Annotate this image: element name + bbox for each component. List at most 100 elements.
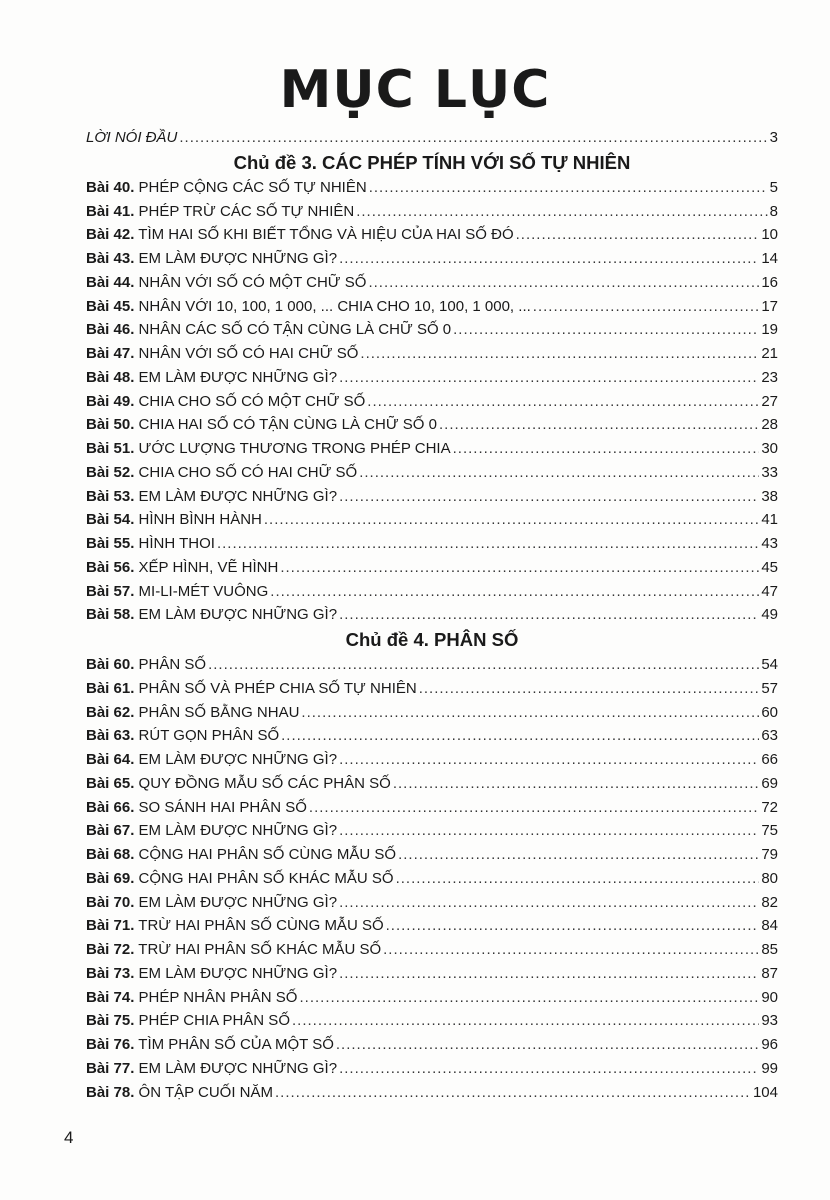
- toc-entry[interactable]: Bài 52. CHIA CHO SỐ CÓ HAI CHỮ SỐ 33: [86, 461, 778, 485]
- toc-entry[interactable]: Bài 54. HÌNH BÌNH HÀNH 41: [86, 508, 778, 532]
- entry-page: 17: [761, 297, 778, 315]
- dot-leader: [516, 223, 760, 247]
- dot-leader: [339, 962, 759, 986]
- toc-entry[interactable]: Bài 57. MI-LI-MÉT VUÔNG 47: [86, 580, 778, 604]
- toc-entry[interactable]: Bài 48. EM LÀM ĐƯỢC NHỮNG GÌ? 23: [86, 366, 778, 390]
- lesson-number: Bài 76.: [86, 1036, 135, 1053]
- entry-page: 41: [761, 511, 778, 529]
- toc-entry[interactable]: Bài 42. TÌM HAI SỐ KHI BIẾT TỔNG VÀ HIỆU…: [86, 223, 778, 247]
- lesson-number: Bài 40.: [86, 178, 135, 196]
- toc-entry[interactable]: Bài 51. ƯỚC LƯỢNG THƯƠNG TRONG PHÉP CHIA…: [86, 437, 778, 461]
- dot-leader: [396, 867, 760, 891]
- toc-entry[interactable]: Bài 45. NHÂN VỚI 10, 100, 1 000, ... CHI…: [86, 295, 778, 319]
- toc-entry[interactable]: Bài 55. HÌNH THOI 43: [86, 532, 778, 556]
- entry-page: 33: [761, 463, 778, 481]
- entry-label: ƯỚC LƯỢNG THƯƠNG TRONG PHÉP CHIA: [138, 440, 451, 457]
- toc-entry[interactable]: Bài 75. PHÉP CHIA PHÂN SỐ 93: [86, 1009, 778, 1033]
- entry-page: 47: [761, 582, 778, 600]
- entry-page: 69: [761, 774, 778, 792]
- entry-page: 72: [761, 798, 778, 816]
- entry-page: 38: [761, 487, 778, 505]
- toc-entry[interactable]: Bài 47. NHÂN VỚI SỐ CÓ HAI CHỮ SỐ 21: [86, 342, 778, 366]
- toc-entry[interactable]: Bài 72. TRỪ HAI PHÂN SỐ KHÁC MẪU SỐ 85: [86, 938, 778, 962]
- toc-entry[interactable]: Bài 63. RÚT GỌN PHÂN SỐ 63: [86, 724, 778, 748]
- toc-entry[interactable]: Bài 71. TRỪ HAI PHÂN SỐ CÙNG MẪU SỐ 84: [86, 914, 778, 938]
- dot-leader: [339, 891, 759, 915]
- lesson-number: Bài 49.: [86, 392, 135, 410]
- toc-entry[interactable]: Bài 77. EM LÀM ĐƯỢC NHỮNG GÌ? 99: [86, 1057, 778, 1081]
- lesson-number: Bài 60.: [86, 656, 135, 673]
- lesson-number: Bài 72.: [86, 941, 135, 958]
- dot-leader: [356, 200, 767, 224]
- dot-leader: [359, 461, 759, 485]
- toc-entry[interactable]: Bài 62. PHÂN SỐ BẰNG NHAU 60: [86, 701, 778, 725]
- toc-entry[interactable]: Bài 65. QUY ĐỒNG MẪU SỐ CÁC PHÂN SỐ 69: [86, 772, 778, 796]
- toc-entry[interactable]: Bài 76. TÌM PHÂN SỐ CỦA MỘT SỐ 96: [86, 1033, 778, 1057]
- toc-entry[interactable]: Bài 70. EM LÀM ĐƯỢC NHỮNG GÌ? 82: [86, 891, 778, 915]
- toc-entry[interactable]: Bài 41. PHÉP TRỪ CÁC SỐ TỰ NHIÊN 8: [86, 200, 778, 224]
- toc-entry[interactable]: Bài 74. PHÉP NHÂN PHÂN SỐ 90: [86, 986, 778, 1010]
- toc-entry[interactable]: Bài 46. NHÂN CÁC SỐ CÓ TẬN CÙNG LÀ CHỮ S…: [86, 318, 778, 342]
- toc-entry[interactable]: Bài 40. PHÉP CỘNG CÁC SỐ TỰ NHIÊN 5: [86, 176, 778, 200]
- entry-label: HÌNH BÌNH HÀNH: [138, 511, 262, 529]
- toc-entry[interactable]: Bài 73. EM LÀM ĐƯỢC NHỮNG GÌ? 87: [86, 962, 778, 986]
- toc-entry[interactable]: Bài 43. EM LÀM ĐƯỢC NHỮNG GÌ? 14: [86, 247, 778, 271]
- dot-leader: [280, 556, 759, 580]
- dot-leader: [339, 819, 759, 843]
- toc-entry[interactable]: Bài 56. XẾP HÌNH, VẼ HÌNH 45: [86, 556, 778, 580]
- lesson-number: Bài 55.: [86, 535, 135, 552]
- entry-label: CỘNG HAI PHÂN SỐ KHÁC MẪU SỐ: [138, 869, 394, 887]
- entry-page: 75: [761, 822, 778, 840]
- entry-label: TRỪ HAI PHÂN SỐ CÙNG MẪU SỐ: [138, 917, 384, 935]
- entry-page: 96: [761, 1036, 778, 1053]
- dot-leader: [264, 508, 759, 532]
- toc-entry[interactable]: Bài 61. PHÂN SỐ VÀ PHÉP CHIA SỐ TỰ NHIÊN…: [86, 677, 778, 701]
- entry-page: 43: [761, 535, 778, 552]
- toc-entry[interactable]: Bài 53. EM LÀM ĐƯỢC NHỮNG GÌ? 38: [86, 485, 778, 509]
- entry-page: 63: [761, 727, 778, 745]
- toc-entry-preface[interactable]: LỜI NÓI ĐẦU 3: [86, 126, 778, 150]
- lesson-number: Bài 47.: [86, 345, 135, 362]
- toc-entry[interactable]: Bài 69. CỘNG HAI PHÂN SỐ KHÁC MẪU SỐ 80: [86, 867, 778, 891]
- dot-leader: [339, 748, 759, 772]
- dot-leader: [453, 437, 760, 461]
- entry-page: 8: [769, 202, 778, 220]
- dot-leader: [360, 342, 759, 366]
- table-of-contents: LỜI NÓI ĐẦU 3 Chủ đề 3. CÁC PHÉP TÍNH VỚ…: [86, 126, 778, 1104]
- toc-entry[interactable]: Bài 64. EM LÀM ĐƯỢC NHỮNG GÌ? 66: [86, 748, 778, 772]
- dot-leader: [179, 126, 767, 150]
- toc-entry[interactable]: Bài 49. CHIA CHO SỐ CÓ MỘT CHỮ SỐ 27: [86, 390, 778, 414]
- section-heading: Chủ đề 3. CÁC PHÉP TÍNH VỚI SỐ TỰ NHIÊN: [233, 151, 631, 173]
- toc-entry[interactable]: Bài 67. EM LÀM ĐƯỢC NHỮNG GÌ? 75: [86, 819, 778, 843]
- dot-leader: [383, 938, 759, 962]
- toc-entry[interactable]: Bài 44. NHÂN VỚI SỐ CÓ MỘT CHỮ SỐ 16: [86, 271, 778, 295]
- entry-page: 79: [761, 846, 778, 863]
- entry-page: 99: [761, 1059, 778, 1077]
- entry-label: EM LÀM ĐƯỢC NHỮNG GÌ?: [138, 250, 338, 267]
- dot-leader: [386, 914, 760, 938]
- entry-page: 27: [761, 392, 778, 410]
- toc-entry[interactable]: Bài 78. ÔN TẬP CUỐI NĂM 104: [86, 1081, 778, 1105]
- entry-page: 28: [761, 416, 778, 434]
- dot-leader: [339, 247, 759, 271]
- entry-label: NHÂN VỚI SỐ CÓ HAI CHỮ SỐ: [138, 345, 359, 362]
- toc-entry[interactable]: Bài 66. SO SÁNH HAI PHÂN SỐ 72: [86, 796, 778, 820]
- lesson-number: Bài 57.: [86, 582, 135, 600]
- toc-entry[interactable]: Bài 58. EM LÀM ĐƯỢC NHỮNG GÌ? 49: [86, 603, 778, 627]
- dot-leader: [453, 318, 759, 342]
- lesson-number: Bài 68.: [86, 846, 135, 863]
- dot-leader: [292, 1009, 759, 1033]
- entry-page: 23: [761, 368, 778, 386]
- entry-label: ÔN TẬP CUỐI NĂM: [138, 1083, 274, 1101]
- dot-leader: [339, 485, 759, 509]
- entry-label: TRỪ HAI PHÂN SỐ KHÁC MẪU SỐ: [138, 941, 382, 958]
- dot-leader: [270, 580, 759, 604]
- toc-entry[interactable]: Bài 60. PHÂN SỐ 54: [86, 653, 778, 677]
- lesson-number: Bài 45.: [86, 297, 135, 315]
- lesson-number: Bài 52.: [86, 463, 135, 481]
- entry-label: PHÂN SỐ BẰNG NHAU: [138, 703, 300, 721]
- toc-entry[interactable]: Bài 68. CỘNG HAI PHÂN SỐ CÙNG MẪU SỐ 79: [86, 843, 778, 867]
- lesson-number: Bài 51.: [86, 440, 135, 457]
- toc-entry[interactable]: Bài 50. CHIA HAI SỐ CÓ TẬN CÙNG LÀ CHỮ S…: [86, 413, 778, 437]
- lesson-number: Bài 63.: [86, 727, 135, 745]
